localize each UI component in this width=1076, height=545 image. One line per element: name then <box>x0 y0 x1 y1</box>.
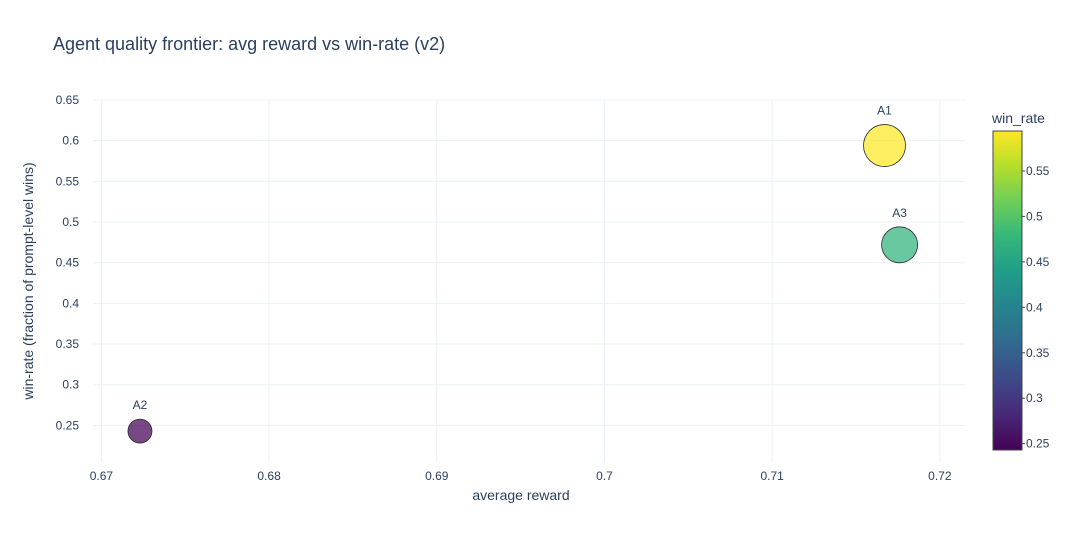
x-axis-label: average reward <box>472 487 569 503</box>
colorbar-tick-label: 0.3 <box>1026 391 1043 405</box>
data-point-a1[interactable] <box>863 124 906 167</box>
colorbar-tick-label: 0.4 <box>1026 300 1043 314</box>
colorbar-title: win_rate <box>991 110 1045 126</box>
y-tick-label: 0.35 <box>56 337 80 351</box>
y-axis-label: win-rate (fraction of prompt-level wins) <box>20 162 36 400</box>
y-tick-label: 0.45 <box>56 256 80 270</box>
colorbar-gradient <box>992 130 1023 451</box>
chart-title: Agent quality frontier: avg reward vs wi… <box>53 34 445 54</box>
x-axis-ticks: 0.67 0.68 0.69 0.7 0.71 0.72 <box>90 469 952 483</box>
y-tick-label: 0.3 <box>62 378 79 392</box>
x-tick-label: 0.7 <box>596 469 613 483</box>
data-point-a2[interactable] <box>127 418 153 444</box>
colorbar-tick-label: 0.55 <box>1026 164 1050 178</box>
x-tick-label: 0.68 <box>257 469 281 483</box>
y-tick-label: 0.25 <box>56 418 80 432</box>
x-tick-label: 0.71 <box>760 469 784 483</box>
colorbar-tick-label: 0.45 <box>1026 255 1050 269</box>
y-axis-ticks: 0.25 0.3 0.35 0.4 0.45 0.5 0.55 0.6 0.65 <box>56 93 80 432</box>
y-tick-label: 0.4 <box>62 296 79 310</box>
y-tick-label: 0.65 <box>56 93 80 107</box>
point-label: A2 <box>133 398 148 412</box>
y-tick-label: 0.55 <box>56 174 80 188</box>
point-label: A1 <box>877 104 892 118</box>
point-label: A3 <box>892 206 907 220</box>
x-tick-label: 0.69 <box>425 469 449 483</box>
colorbar-tick-label: 0.5 <box>1026 209 1043 223</box>
colorbar-ticks: 0.25 0.3 0.35 0.4 0.45 0.5 0.55 <box>1022 164 1050 451</box>
colorbar: win_rate 0.25 0.3 0.35 0.4 0.45 0.5 0.55 <box>991 110 1050 451</box>
data-point-a3[interactable] <box>881 226 918 264</box>
y-tick-label: 0.6 <box>62 134 79 148</box>
y-tick-label: 0.5 <box>62 215 79 229</box>
x-tick-label: 0.72 <box>928 469 952 483</box>
x-tick-label: 0.67 <box>90 469 114 483</box>
data-points: A1 A3 A2 <box>127 104 918 444</box>
colorbar-tick-label: 0.25 <box>1026 437 1050 451</box>
grid-lines <box>93 99 965 462</box>
colorbar-tick-label: 0.35 <box>1026 346 1050 360</box>
